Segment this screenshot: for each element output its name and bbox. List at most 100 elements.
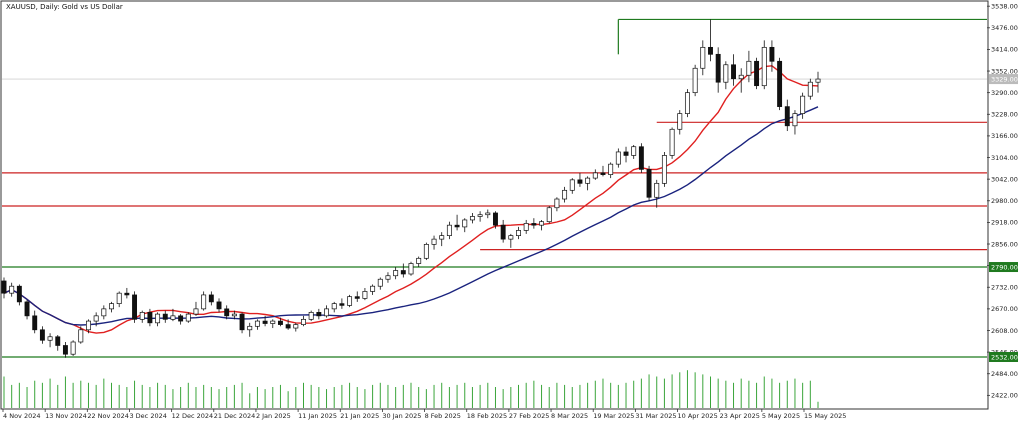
x-tick-label-14: 19 Mar 2025 [593,412,634,420]
candle-body-22 [170,315,176,320]
x-tick-label-9: 30 Jan 2025 [382,412,421,420]
candle-body-46 [354,296,360,299]
x-tick-label-6: 2 Jan 2025 [256,412,291,420]
y-tick-label-8: 3042.00 [991,175,1018,183]
candle-body-17 [132,294,138,320]
candle-body-82 [631,146,637,156]
candle-body-11 [86,320,91,331]
candle-body-9 [70,341,76,355]
candle-body-24 [185,313,191,322]
x-tick-label-19: 15 May 2025 [804,412,846,420]
candle-body-36 [277,320,283,325]
x-tick-label-15: 31 Mar 2025 [635,412,676,420]
candle-body-83 [638,146,644,170]
y-tick-label-14: 2670.00 [991,305,1018,313]
plot-area-frame [0,0,989,410]
y-tick-label-3: 3352.00 [991,67,1018,75]
x-tick-label-5: 21 Dec 2024 [214,412,256,420]
candle-body-53 [408,263,414,275]
candle-body-74 [569,179,575,191]
candle-body-78 [600,172,606,175]
x-tick-label-13: 8 Mar 2025 [551,412,588,420]
candle-body-96 [738,74,744,80]
time-axis: 4 Nov 2024 13 Nov 2024 22 Nov 2024 3 Dec 20… [2,409,846,420]
candle-body-80 [615,151,621,165]
candle-body-48 [370,285,376,292]
x-tick-label-0: 4 Nov 2024 [3,412,41,420]
candle-body-57 [439,235,445,240]
y-tick-label-5: 3228.00 [991,111,1018,119]
candle-body-25 [193,308,199,315]
candle-body-63 [485,212,491,216]
candle-body-77 [592,172,598,179]
ma-slow-line [3,106,819,326]
candle-body-79 [608,163,614,175]
candle-body-64 [493,212,498,226]
y-tick-label-6: 3166.00 [991,132,1018,140]
candle-body-43 [331,303,337,310]
y-tick-label-2: 3414.00 [991,46,1018,54]
candle-body-5 [39,329,45,341]
candle-body-41 [316,312,322,317]
chart-title: XAUUSD, Daily: Gold vs US Dollar [6,3,123,11]
candle-body-85 [654,182,660,198]
candle-body-58 [446,224,452,236]
candle-body-67 [516,230,521,236]
x-tick-label-17: 23 Apr 2025 [720,412,760,420]
volume-bars [3,370,819,408]
candle-body-84 [646,169,652,198]
x-tick-label-7: 11 Jan 2025 [298,412,337,420]
candle-body-42 [324,308,329,317]
price-label-box-2 [989,74,1018,85]
y-tick-label-11: 2856.00 [991,240,1018,248]
candle-body-31 [239,313,245,331]
candle-body-37 [285,324,291,329]
candle-body-104 [800,95,806,114]
candle-body-27 [208,294,214,303]
price-label-text-1: 2532.00 [991,353,1018,361]
candle-body-73 [562,189,568,200]
candle-body-45 [347,296,353,306]
candle-body-93 [715,53,721,83]
candle-body-26 [201,294,207,310]
candle-body-95 [731,64,736,80]
y-tick-label-1: 3476.00 [991,24,1018,32]
candle-body-19 [147,312,153,324]
price-label-box-1 [989,351,1018,362]
candle-body-61 [469,216,475,221]
candle-body-100 [769,46,775,62]
candle-body-94 [723,64,729,83]
y-tick-label-13: 2732.00 [991,284,1018,292]
candle-body-44 [339,303,345,306]
candle-body-32 [247,325,253,331]
y-tick-label-9: 2980.00 [991,197,1018,205]
candle-body-13 [101,308,107,317]
x-tick-label-12: 27 Feb 2025 [509,412,549,420]
candle-body-33 [254,320,260,327]
price-label-text-0: 2790.00 [991,264,1018,272]
candlesticks [1,19,821,358]
candle-body-52 [400,270,406,275]
candle-body-18 [139,312,145,320]
x-tick-label-1: 13 Nov 2024 [45,412,87,420]
candle-body-102 [784,106,790,127]
candle-body-81 [623,151,629,156]
candle-body-35 [270,320,276,324]
y-tick-label-0: 3538.00 [991,2,1018,10]
price-label-text-2: 3329.00 [991,76,1018,84]
candle-body-8 [62,345,68,355]
x-tick-label-3: 3 Dec 2024 [129,412,166,420]
candle-body-88 [677,113,683,130]
candle-body-99 [761,46,767,87]
candle-body-28 [216,301,222,310]
price-label-box-0 [989,262,1018,273]
y-tick-label-15: 2608.00 [991,327,1018,335]
x-tick-label-8: 21 Jan 2025 [340,412,379,420]
candle-body-59 [454,224,460,228]
candle-body-87 [669,128,675,156]
candle-body-34 [262,320,268,324]
candle-body-106 [815,78,821,83]
candle-body-7 [55,336,61,346]
y-tick-label-7: 3104.00 [991,154,1018,162]
